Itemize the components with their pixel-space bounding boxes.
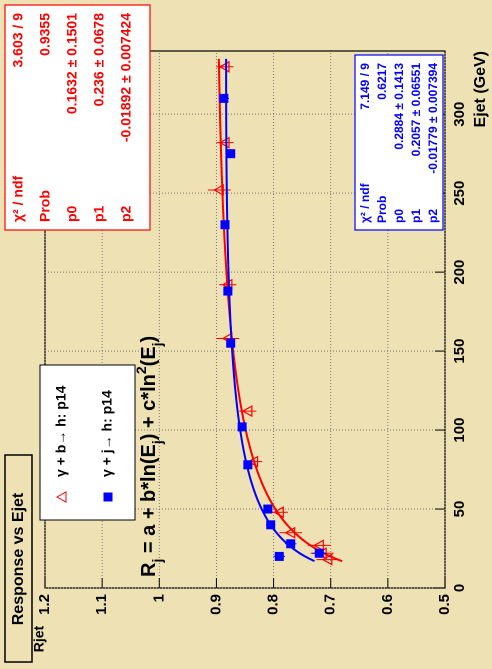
stats-value: 0.2057 ± 0.06551 <box>409 63 423 157</box>
data-point <box>237 422 247 432</box>
title-box <box>4 454 33 663</box>
data-point <box>284 526 296 539</box>
stats-value: 0.6217 <box>375 63 389 100</box>
formula-part: R <box>138 562 160 577</box>
data-point <box>243 460 253 470</box>
data-point <box>247 455 259 468</box>
y-tick-label: 0.7 <box>322 594 339 615</box>
y-tick-label: 0.8 <box>265 594 282 615</box>
data-point <box>218 60 230 73</box>
data-point <box>220 220 230 230</box>
legend-label: γ + j→ h: p14 <box>99 390 115 477</box>
formula-part: = a + b*ln(E <box>138 444 160 558</box>
stats-box <box>4 4 151 231</box>
rotated-plot: 0 50 100 150 200 250 300 0.5 0.6 0.7 0.8 0.9 1 1.1 1.2… <box>4 4 489 663</box>
x-tick-label: 300 <box>451 102 468 127</box>
stats-label: p2 <box>118 205 134 222</box>
formula-part: ) <box>138 336 160 343</box>
stats-value: 3.603 / 9 <box>10 13 26 68</box>
chart-title: Response vs Ejet <box>10 492 27 625</box>
fit-formula: Rj = a + b*ln(Ej) + c*ln2(Ej) <box>133 336 165 577</box>
y-tick-label: 1.1 <box>93 594 110 615</box>
data-point <box>286 539 296 549</box>
data-point <box>273 506 284 519</box>
x-tick-label: 50 <box>451 501 468 518</box>
stats-value: 0.9355 <box>37 13 53 56</box>
stats-box <box>354 54 444 231</box>
data-point <box>219 93 229 103</box>
data-point <box>218 136 230 149</box>
y-tick-label: 0.6 <box>379 594 396 615</box>
data-point <box>213 183 224 197</box>
data-point <box>266 520 276 530</box>
formula-part: 2 <box>133 366 149 374</box>
fit-curve <box>225 58 315 563</box>
data-point <box>274 551 284 561</box>
data-point <box>314 548 324 558</box>
stats-label: p2 <box>426 209 440 223</box>
stats-value: -0.01779 ± 0.007394 <box>426 63 440 174</box>
stats-value: 0.2884 ± 0.1413 <box>392 63 406 150</box>
formula-part: j <box>149 559 165 564</box>
data-point <box>313 539 324 552</box>
x-tick-label: 200 <box>451 260 468 285</box>
data-point <box>223 286 233 296</box>
legend-marker <box>103 492 113 502</box>
stats-value: 0.1632 ± 0.1501 <box>64 13 80 114</box>
stats-label: p1 <box>91 205 107 222</box>
stats-label: Prob <box>375 196 389 223</box>
stats-label: p1 <box>409 209 423 223</box>
x-axis-title: Ejet (GeV) <box>472 51 489 127</box>
formula-part: (E <box>138 346 160 366</box>
stats-label: p0 <box>64 205 80 222</box>
stats-label: Prob <box>37 190 53 222</box>
stats-label: χ² / ndf <box>358 182 372 223</box>
stats-label: p0 <box>392 209 406 223</box>
data-point <box>241 405 253 418</box>
legend-box <box>39 364 136 521</box>
y-tick-label: 1.2 <box>36 594 53 615</box>
data-point <box>226 149 236 159</box>
formula-part: ) + c*ln <box>138 374 160 440</box>
data-point <box>321 553 333 566</box>
x-tick-label: 100 <box>451 418 468 443</box>
stats-label: χ² / ndf <box>10 176 26 222</box>
data-point <box>226 338 236 348</box>
x-tick-label: 150 <box>451 339 468 364</box>
stats-value: 0.236 ± 0.0678 <box>91 13 107 107</box>
data-point <box>263 504 273 514</box>
y-tick-label: 0.9 <box>207 594 224 615</box>
x-tick-label: 250 <box>451 181 468 206</box>
stats-value: 7.149 / 9 <box>358 63 372 110</box>
y-axis-title: Rjet <box>31 625 47 652</box>
formula-part: j <box>149 440 165 445</box>
y-tick-label: 1 <box>150 594 167 602</box>
y-tick-label: 0.5 <box>436 594 453 615</box>
formula-part: j <box>149 342 165 347</box>
x-tick-label: 0 <box>451 584 468 592</box>
legend-marker <box>55 491 67 503</box>
legend-label: γ + b→ h: p14 <box>53 385 69 477</box>
stats-value: -0.01892 ± 0.007424 <box>118 13 134 142</box>
